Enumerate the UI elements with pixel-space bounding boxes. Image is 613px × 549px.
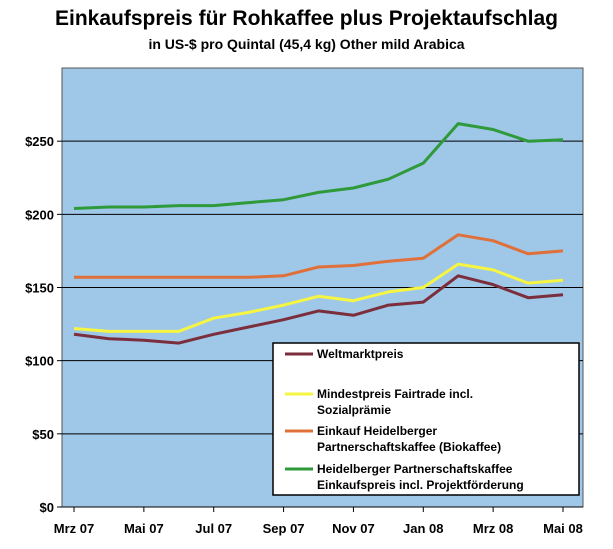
- series-line-4: [73, 122, 564, 210]
- x-tick-label: Nov 07: [332, 521, 375, 536]
- legend-label-2: Sozialprämie: [317, 403, 391, 417]
- y-tick-label: $0: [40, 500, 54, 515]
- x-tick-label: Jul 07: [195, 521, 232, 536]
- legend-label-3: Einkauf Heidelberger: [317, 424, 437, 438]
- x-tick-label: Sep 07: [263, 521, 305, 536]
- series-line-1: [73, 274, 564, 345]
- series-line-3: [74, 233, 564, 279]
- x-tick-label: Mai 08: [543, 521, 583, 536]
- legend-label-4: Heidelberger Partnerschaftskaffee: [317, 462, 513, 476]
- series-line-2: [73, 262, 564, 333]
- y-tick-label: $50: [32, 427, 54, 442]
- chart-subtitle: in US-$ pro Quintal (45,4 kg) Other mild…: [148, 36, 465, 52]
- x-tick-label: Jan 08: [403, 521, 443, 536]
- legend-label-3: Partnerschaftskaffee (Biokaffee): [317, 440, 501, 454]
- y-tick-label: $200: [25, 207, 54, 222]
- y-tick-label: $100: [25, 354, 54, 369]
- chart-title: Einkaufspreis für Rohkaffee plus Projekt…: [55, 7, 558, 30]
- legend-label-2: Mindestpreis Fairtrade incl.: [317, 387, 473, 401]
- x-tick-label: Mrz 07: [54, 521, 94, 536]
- legend-box: [272, 342, 580, 496]
- x-tick-label: Mrz 08: [473, 521, 513, 536]
- x-tick-label: Mai 07: [124, 521, 164, 536]
- y-tick-label: $150: [25, 281, 54, 296]
- legend-label-4: Einkaufspreis incl. Projektförderung: [317, 478, 524, 492]
- legend-label-1: Weltmarktpreis: [317, 347, 404, 361]
- y-tick-label: $250: [25, 134, 54, 149]
